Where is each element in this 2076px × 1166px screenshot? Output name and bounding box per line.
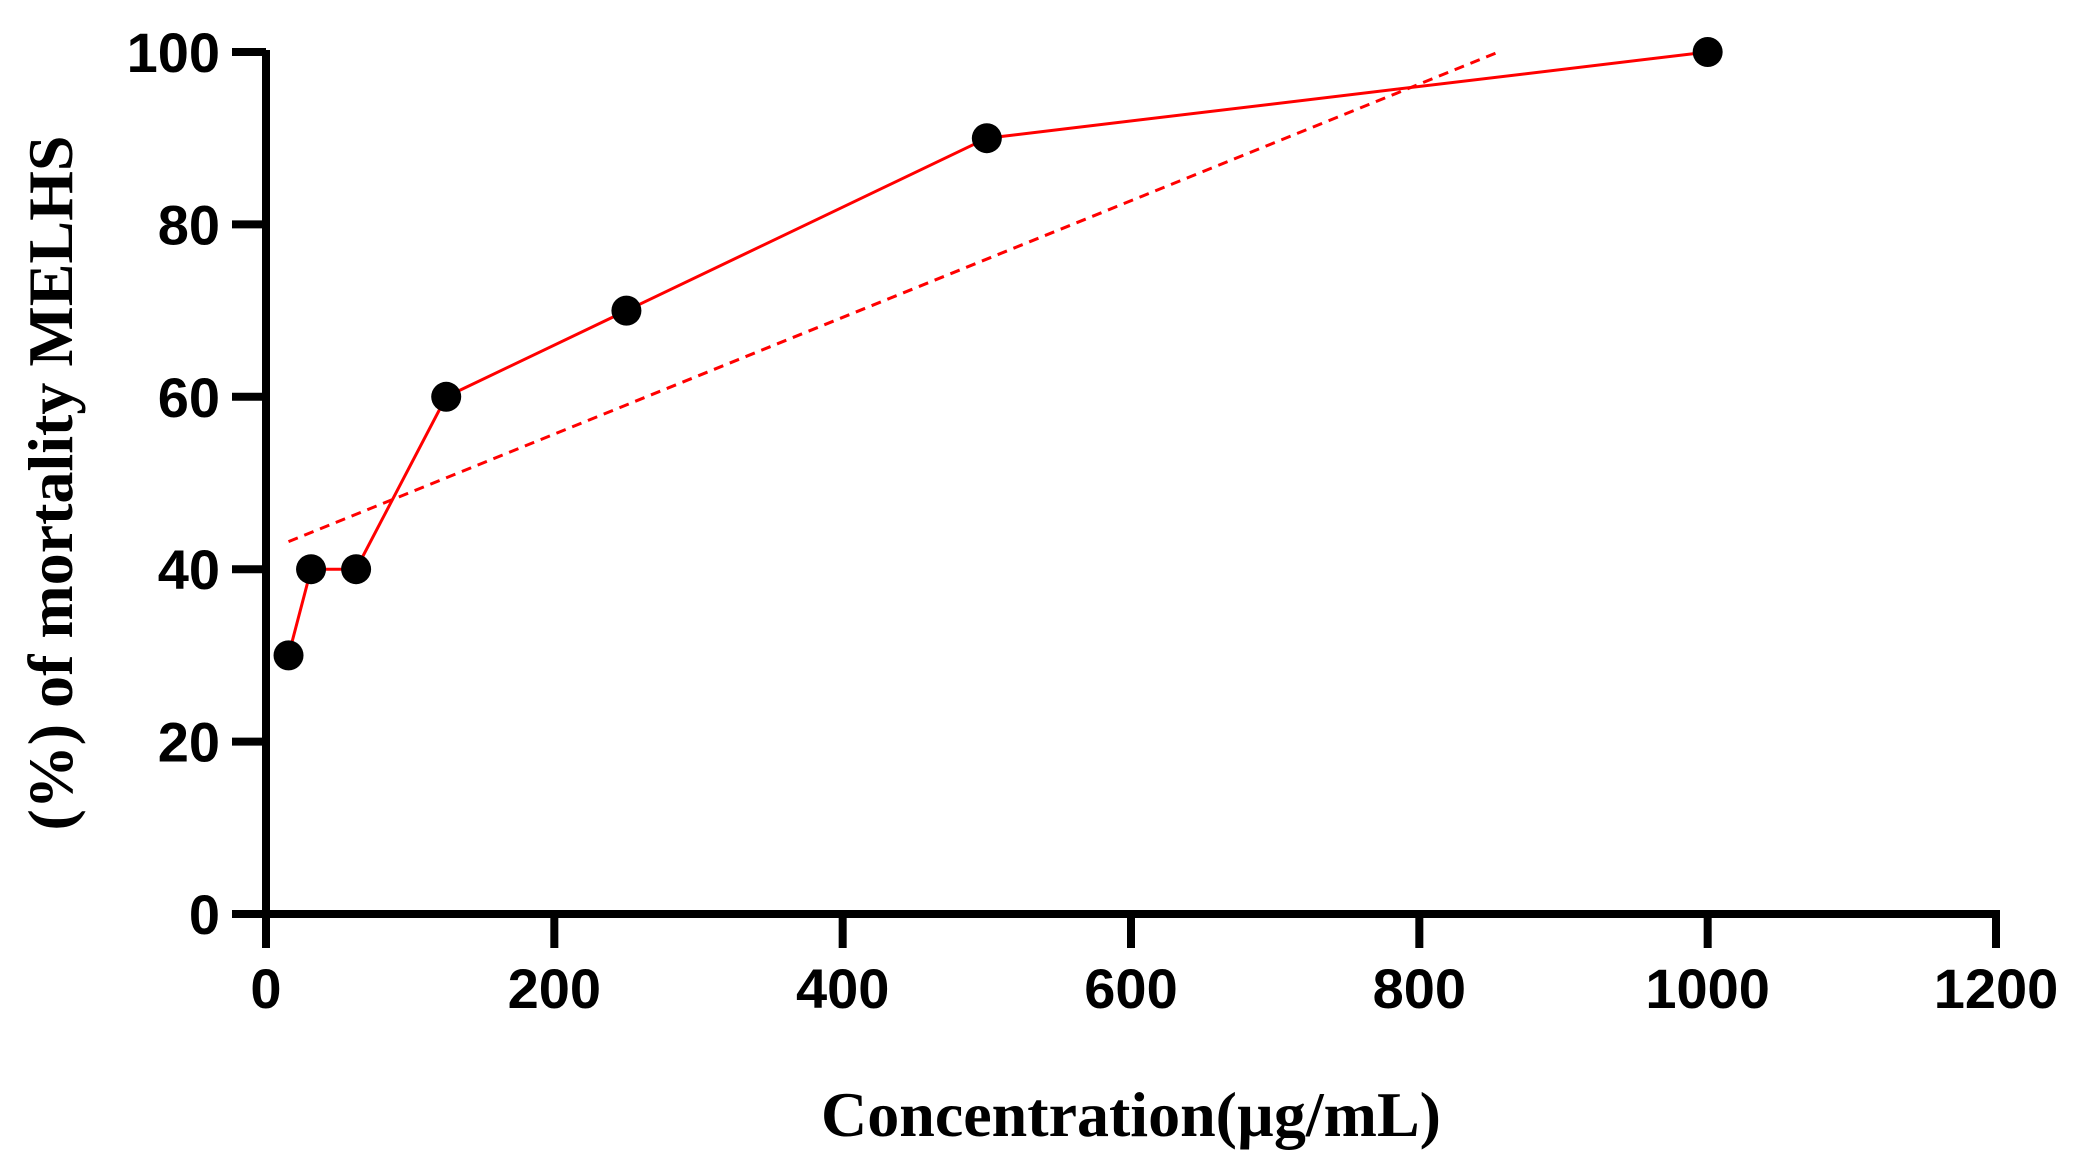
x-tick-label: 0: [250, 957, 281, 1020]
x-tick-label: 600: [1084, 957, 1177, 1020]
y-tick-label: 60: [158, 366, 220, 429]
y-tick-label: 0: [189, 883, 220, 946]
data-point: [611, 295, 642, 326]
data-point: [431, 381, 462, 412]
y-tick-label: 20: [158, 711, 220, 774]
data-point: [971, 123, 1002, 154]
y-tick-label: 40: [158, 538, 220, 601]
data-point: [1692, 37, 1723, 67]
trend-line: [287, 50, 1500, 543]
y-tick-label: 80: [158, 193, 220, 256]
x-tick-label: 400: [796, 957, 889, 1020]
x-tick-label: 200: [508, 957, 601, 1020]
y-tick-label: 100: [127, 21, 220, 84]
x-tick-label: 1000: [1645, 957, 1770, 1020]
y-axis-title: (%) of mortality MELHS: [15, 136, 86, 831]
data-point: [341, 554, 372, 585]
x-tick-label: 800: [1373, 957, 1466, 1020]
data-point: [273, 640, 304, 671]
x-tick-label: 1200: [1934, 957, 2059, 1020]
axes: [262, 50, 2000, 918]
marks: [273, 37, 1723, 671]
x-axis-title: Concentration(µg/mL): [821, 1079, 1441, 1150]
data-point: [296, 554, 327, 585]
